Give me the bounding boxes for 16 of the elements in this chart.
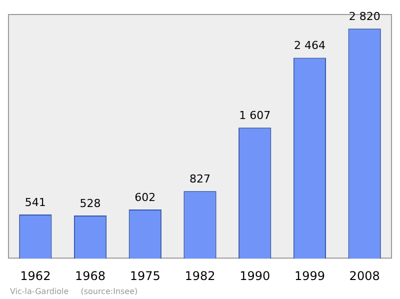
x-tick-label: 1982: [184, 268, 216, 283]
data-label: 1 607: [239, 108, 271, 122]
text: (source:Insee): [80, 287, 138, 296]
data-label: 528: [80, 196, 101, 210]
x-tick-label: 1975: [130, 268, 160, 283]
data-label: 2 464: [294, 39, 326, 52]
x-tick-label: 2008: [349, 268, 380, 283]
x-tick-label: 1968: [75, 268, 106, 283]
x-tick-label: 1990: [240, 268, 270, 283]
data-label: 602: [134, 190, 156, 204]
text: Vic-la-Gardiole: [10, 287, 69, 296]
x-tick-label: 1962: [20, 268, 51, 283]
x-tick-label: 1999: [294, 268, 325, 283]
data-label: 2 820: [348, 10, 380, 24]
data-label: 541: [24, 196, 46, 209]
data-label: 827: [190, 172, 210, 186]
